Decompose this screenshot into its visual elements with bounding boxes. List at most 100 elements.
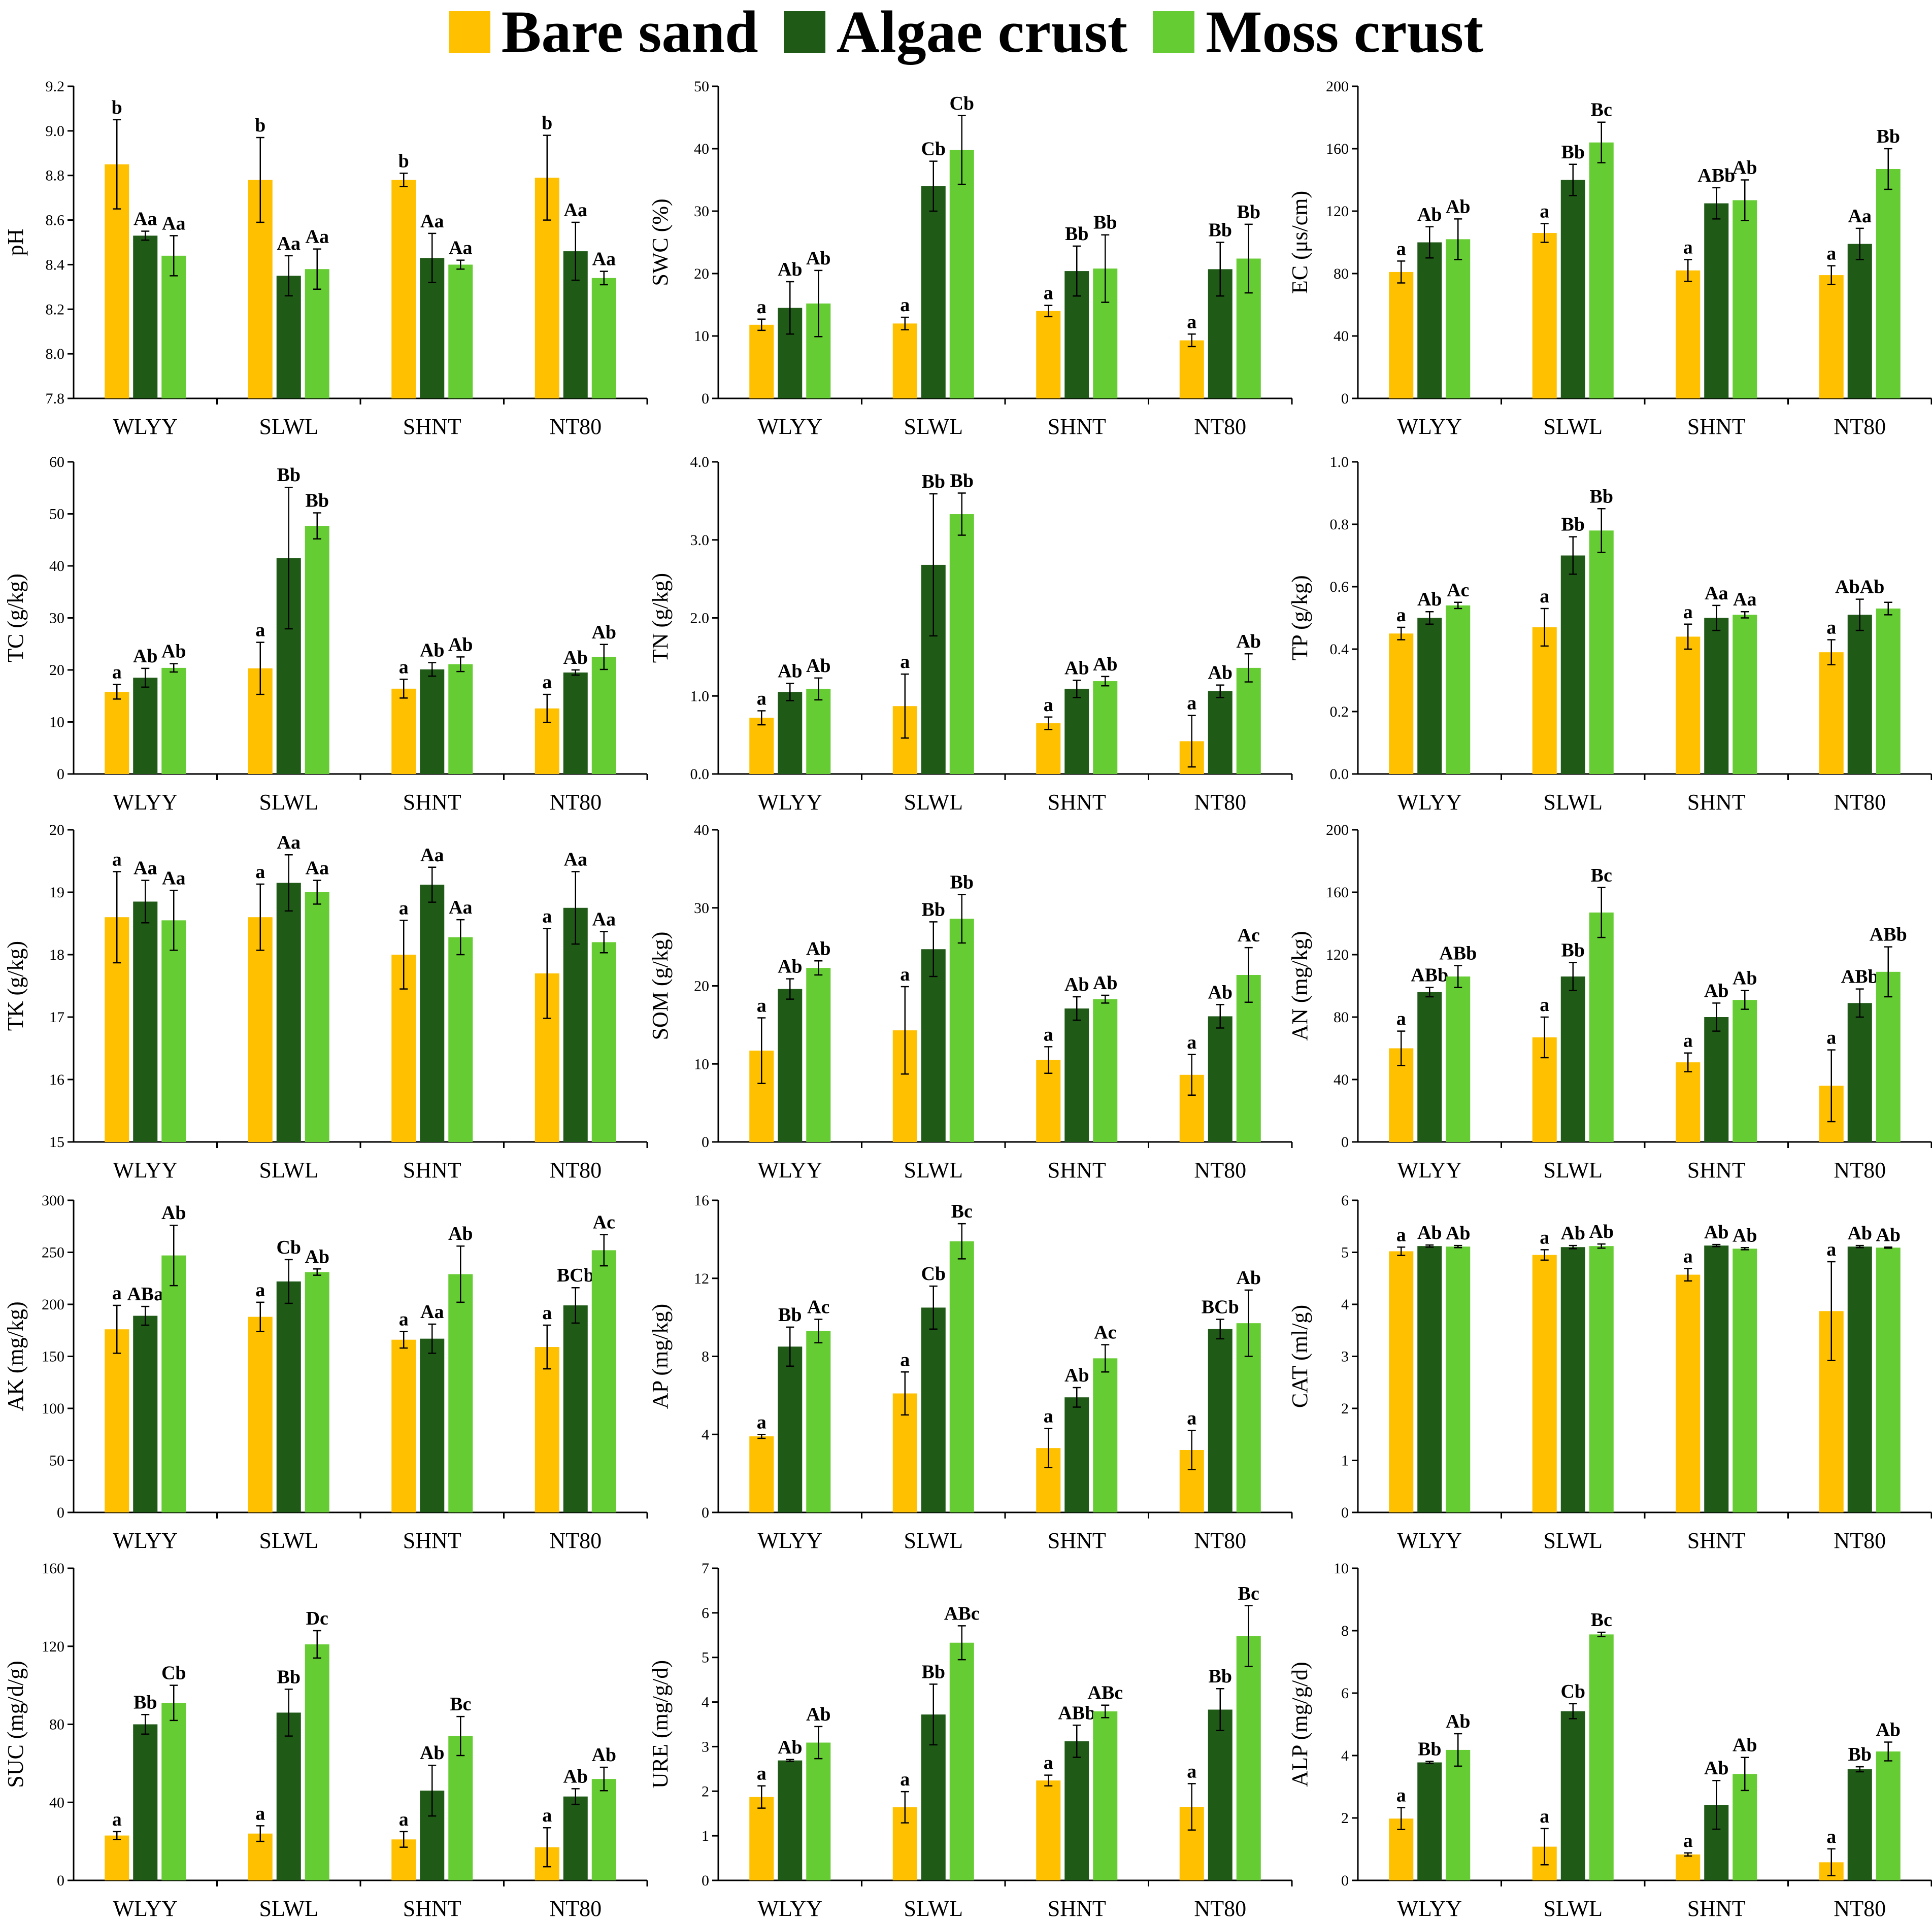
bar-moss-crust xyxy=(1876,971,1901,1142)
y-tick-label: 50 xyxy=(694,78,709,95)
significance-label: Ab xyxy=(1733,1225,1757,1246)
y-tick-label: 2.0 xyxy=(690,610,710,627)
legend-item-algae-crust: Algae crust xyxy=(783,0,1127,66)
significance-label: Bb xyxy=(1561,142,1585,163)
bar-moss-crust xyxy=(1093,999,1118,1142)
bar-moss-crust xyxy=(1236,667,1261,774)
significance-label: Aa xyxy=(592,908,616,930)
y-tick-label: 10 xyxy=(1334,1560,1349,1577)
bar-algae-crust xyxy=(1064,1397,1089,1512)
significance-label: Ab xyxy=(1733,968,1757,989)
y-tick-label: 300 xyxy=(42,1192,64,1209)
y-tick-label: 40 xyxy=(1334,328,1349,345)
y-tick-label: 0 xyxy=(1341,1872,1349,1889)
bar-bare-sand xyxy=(248,1317,273,1512)
bar-algae-crust xyxy=(563,1796,588,1880)
bar-moss-crust xyxy=(161,1255,186,1512)
bar-bare-sand xyxy=(1036,1780,1061,1880)
bar-moss-crust xyxy=(949,919,974,1142)
significance-label: Ab xyxy=(1417,1222,1442,1243)
significance-label: Aa xyxy=(1848,206,1872,227)
bar-algae-crust xyxy=(563,672,588,774)
bar-moss-crust xyxy=(1236,1636,1261,1880)
significance-label: a xyxy=(900,294,910,316)
significance-label: Aa xyxy=(420,1301,444,1323)
significance-label: a xyxy=(1683,601,1693,623)
y-axis-label: AK (mg/kg) xyxy=(3,1301,28,1411)
bar-moss-crust xyxy=(1876,1247,1901,1512)
bar-algae-crust xyxy=(1704,1245,1729,1512)
x-tick-label: WLYY xyxy=(757,1896,822,1921)
y-axis-label: AN (mg/kg) xyxy=(1287,931,1312,1040)
significance-label: a xyxy=(1044,283,1053,304)
y-tick-label: 16 xyxy=(49,1071,64,1088)
y-tick-label: 0 xyxy=(1341,1134,1349,1151)
bar-algae-crust xyxy=(1560,1247,1585,1512)
bar-bare-sand xyxy=(1389,272,1414,398)
y-tick-label: 0 xyxy=(57,766,64,783)
x-tick-label: SLWL xyxy=(259,414,319,439)
bar-moss-crust xyxy=(949,514,974,774)
significance-label: Ab xyxy=(133,646,158,667)
bar-moss-crust xyxy=(448,664,473,774)
significance-label: Bb xyxy=(1418,1739,1441,1760)
y-tick-label: 0 xyxy=(1341,1504,1349,1521)
x-tick-label: WLYY xyxy=(113,414,178,439)
bar-moss-crust xyxy=(161,1703,186,1880)
significance-label: Ab xyxy=(1446,1711,1471,1732)
significance-label: Aa xyxy=(134,858,157,879)
bar-algae-crust xyxy=(276,883,301,1142)
x-tick-label: NT80 xyxy=(1834,1896,1886,1921)
y-tick-label: 1.0 xyxy=(690,688,710,704)
bar-moss-crust xyxy=(806,1742,831,1880)
y-tick-label: 10 xyxy=(49,714,64,731)
y-tick-label: 150 xyxy=(42,1348,64,1365)
x-tick-label: NT80 xyxy=(1834,414,1886,439)
bar-algae-crust xyxy=(778,1346,803,1512)
bar-algae-crust xyxy=(1847,1769,1872,1880)
x-tick-label: WLYY xyxy=(1397,1158,1462,1183)
significance-label: Ab xyxy=(1704,1222,1729,1243)
x-tick-label: SLWL xyxy=(259,1528,319,1553)
significance-label: Aa xyxy=(1733,589,1756,610)
significance-label: Bb xyxy=(1590,486,1613,507)
bar-algae-crust xyxy=(1560,555,1585,774)
significance-label: Ab xyxy=(778,259,803,280)
significance-label: Aa xyxy=(277,233,301,254)
significance-label: Ab xyxy=(420,640,445,661)
y-tick-label: 0 xyxy=(57,1872,64,1889)
x-tick-label: SHNT xyxy=(1687,1896,1746,1921)
y-tick-label: 10 xyxy=(694,1056,709,1072)
significance-label: Ab xyxy=(161,641,186,662)
bar-moss-crust xyxy=(161,920,186,1142)
bar-algae-crust xyxy=(778,989,803,1142)
significance-label: Aa xyxy=(420,845,444,866)
significance-label: Ab xyxy=(1208,662,1233,684)
bar-bare-sand xyxy=(1676,270,1701,398)
bar-bare-sand xyxy=(749,324,774,398)
x-tick-label: NT80 xyxy=(549,1896,602,1921)
x-tick-label: SLWL xyxy=(1544,790,1603,815)
x-tick-label: SLWL xyxy=(259,1896,319,1921)
bar-moss-crust xyxy=(1733,615,1757,774)
significance-label: Ab xyxy=(1236,1267,1261,1289)
x-tick-label: WLYY xyxy=(757,414,822,439)
significance-label: Bc xyxy=(1591,865,1612,886)
bar-algae-crust xyxy=(1064,1741,1089,1880)
significance-label: Bc xyxy=(1238,1583,1259,1604)
significance-label: Ab xyxy=(806,938,831,959)
significance-label: a xyxy=(399,1308,409,1330)
x-tick-label: SHNT xyxy=(403,1158,461,1183)
y-tick-label: 6 xyxy=(1341,1192,1349,1209)
y-tick-label: 0.8 xyxy=(1330,516,1349,533)
bar-moss-crust xyxy=(1589,142,1614,398)
significance-label: Ab xyxy=(778,1737,803,1758)
significance-label: a xyxy=(1826,617,1836,638)
y-tick-label: 4 xyxy=(1341,1296,1349,1313)
significance-label: ABa xyxy=(127,1284,163,1305)
